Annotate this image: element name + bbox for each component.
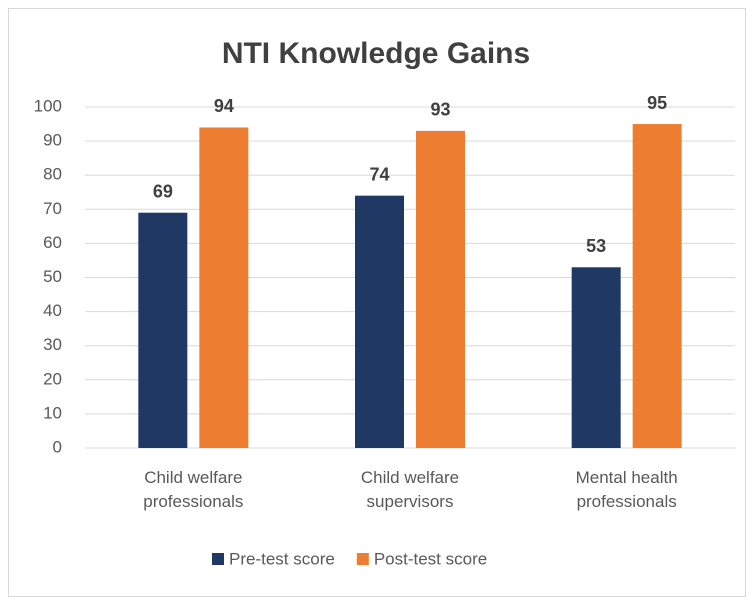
legend-swatch [356, 553, 369, 565]
bar [199, 127, 249, 449]
bar [571, 267, 621, 448]
data-label: 74 [369, 164, 389, 184]
y-tick-label: 60 [43, 233, 62, 252]
data-label: 69 [153, 181, 173, 201]
legend-label: Post-test score [374, 549, 487, 568]
bar [416, 130, 465, 448]
legend-swatch [212, 553, 224, 565]
y-tick-label: 80 [43, 165, 62, 184]
y-tick-label: 20 [43, 369, 62, 388]
bar [138, 212, 188, 448]
data-label: 94 [214, 96, 234, 116]
y-tick-label: 0 [53, 437, 62, 456]
y-tick-label: 40 [43, 301, 62, 320]
chart-title: NTI Knowledge Gains [222, 37, 530, 70]
x-tick-label: Child welfare professionals [143, 468, 244, 511]
bar [355, 195, 404, 448]
y-tick-label: 50 [43, 267, 62, 286]
x-tick-label: Mental health professionals [575, 468, 678, 511]
chart-border [8, 8, 746, 597]
data-label: 95 [647, 93, 667, 113]
y-tick-label: 100 [34, 96, 62, 115]
y-tick-label: 90 [43, 131, 62, 150]
y-tick-label: 70 [43, 199, 62, 218]
y-tick-label: 10 [43, 403, 62, 422]
data-label: 93 [430, 100, 450, 120]
x-tick-label: Child welfare supervisors [360, 468, 460, 511]
data-label: 53 [586, 236, 606, 256]
legend-label: Pre-test score [229, 549, 335, 568]
bar [632, 124, 682, 449]
y-tick-label: 30 [43, 335, 62, 354]
